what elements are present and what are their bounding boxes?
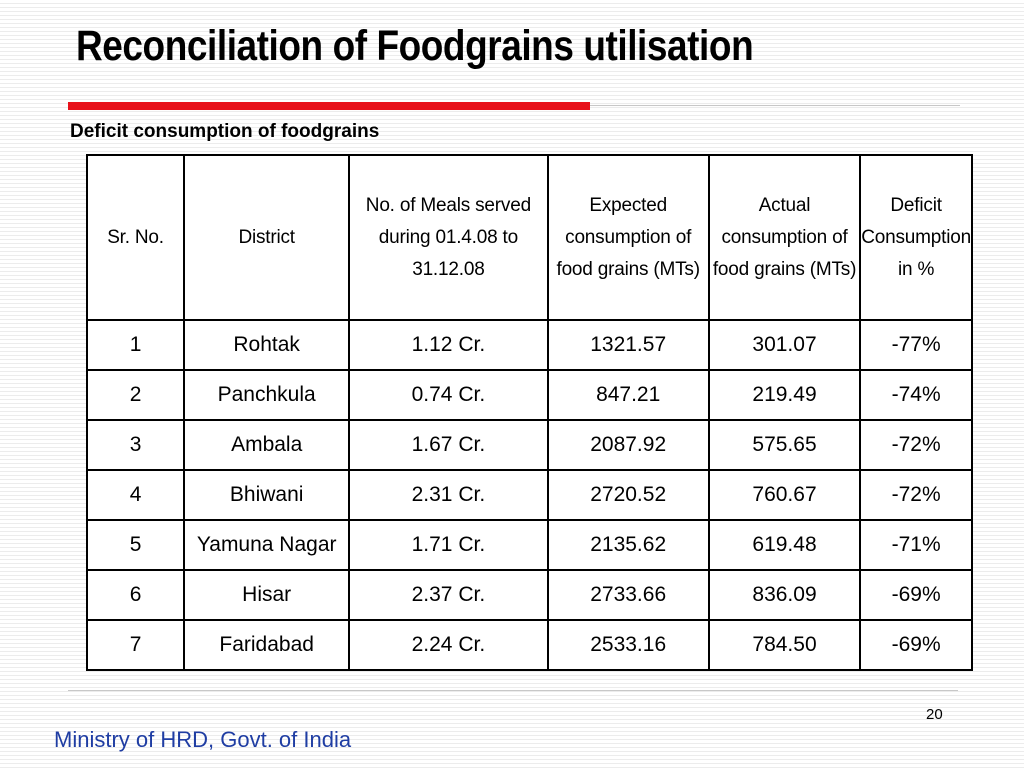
cell-district: Yamuna Nagar [183,519,351,571]
cell-deficit: -71% [859,519,973,571]
cell-sr-no: 3 [85,419,186,471]
cell-actual: 575.65 [707,419,862,471]
cell-sr-no: 4 [85,469,186,521]
cell-deficit: -74% [859,369,973,421]
cell-expected: 2087.92 [546,419,710,471]
cell-deficit: -69% [859,619,973,671]
cell-expected: 2733.66 [546,569,710,621]
cell-district: Ambala [183,419,351,471]
cell-district: Hisar [183,569,351,621]
footer-text: Ministry of HRD, Govt. of India [54,727,352,752]
cell-deficit: -77% [859,319,973,371]
footer-rule [68,690,958,691]
page-number: 20 [926,706,943,723]
table-header-row: Sr. No. District No. of Meals served dur… [85,154,973,321]
cell-deficit: -69% [859,569,973,621]
cell-district: Bhiwani [183,469,351,521]
cell-actual: 760.67 [707,469,862,521]
table-row: 6 Hisar 2.37 Cr. 2733.66 836.09 -69% [85,569,973,621]
header-deficit-percent: Deficit Consumption in % [859,154,973,321]
table-row: 2 Panchkula 0.74 Cr. 847.21 219.49 -74% [85,369,973,421]
table-row: 1 Rohtak 1.12 Cr. 1321.57 301.07 -77% [85,319,973,371]
cell-sr-no: 6 [85,569,186,621]
cell-deficit: -72% [859,469,973,521]
header-actual-consumption: Actual consumption of food grains (MTs) [707,154,862,321]
cell-sr-no: 1 [85,319,186,371]
cell-sr-no: 5 [85,519,186,571]
cell-district: Panchkula [183,369,351,421]
cell-sr-no: 7 [85,619,186,671]
header-meals-served: No. of Meals served during 01.4.08 to 31… [348,154,549,321]
cell-actual: 836.09 [707,569,862,621]
cell-district: Rohtak [183,319,351,371]
cell-meals: 0.74 Cr. [348,369,549,421]
cell-actual: 784.50 [707,619,862,671]
table-row: 5 Yamuna Nagar 1.71 Cr. 2135.62 619.48 -… [85,519,973,571]
header-district: District [183,154,351,321]
cell-meals: 1.71 Cr. [348,519,549,571]
cell-expected: 1321.57 [546,319,710,371]
table-subtitle: Deficit consumption of foodgrains [70,121,380,142]
cell-expected: 2533.16 [546,619,710,671]
header-expected-consumption: Expected consumption of food grains (MTs… [546,154,710,321]
cell-expected: 2720.52 [546,469,710,521]
cell-deficit: -72% [859,419,973,471]
cell-expected: 2135.62 [546,519,710,571]
slide-title: Reconciliation of Foodgrains utilisation [76,22,754,70]
cell-meals: 2.24 Cr. [348,619,549,671]
cell-district: Faridabad [183,619,351,671]
table-row: 3 Ambala 1.67 Cr. 2087.92 575.65 -72% [85,419,973,471]
header-sr-no: Sr. No. [85,154,186,321]
deficit-consumption-table: Sr. No. District No. of Meals served dur… [85,154,973,671]
cell-meals: 2.37 Cr. [348,569,549,621]
cell-meals: 1.67 Cr. [348,419,549,471]
table-row: 7 Faridabad 2.24 Cr. 2533.16 784.50 -69% [85,619,973,671]
cell-meals: 1.12 Cr. [348,319,549,371]
title-rule-thin [590,105,960,106]
cell-meals: 2.31 Cr. [348,469,549,521]
cell-actual: 219.49 [707,369,862,421]
cell-sr-no: 2 [85,369,186,421]
cell-actual: 619.48 [707,519,862,571]
title-rule-accent [68,102,590,110]
cell-expected: 847.21 [546,369,710,421]
table-row: 4 Bhiwani 2.31 Cr. 2720.52 760.67 -72% [85,469,973,521]
cell-actual: 301.07 [707,319,862,371]
